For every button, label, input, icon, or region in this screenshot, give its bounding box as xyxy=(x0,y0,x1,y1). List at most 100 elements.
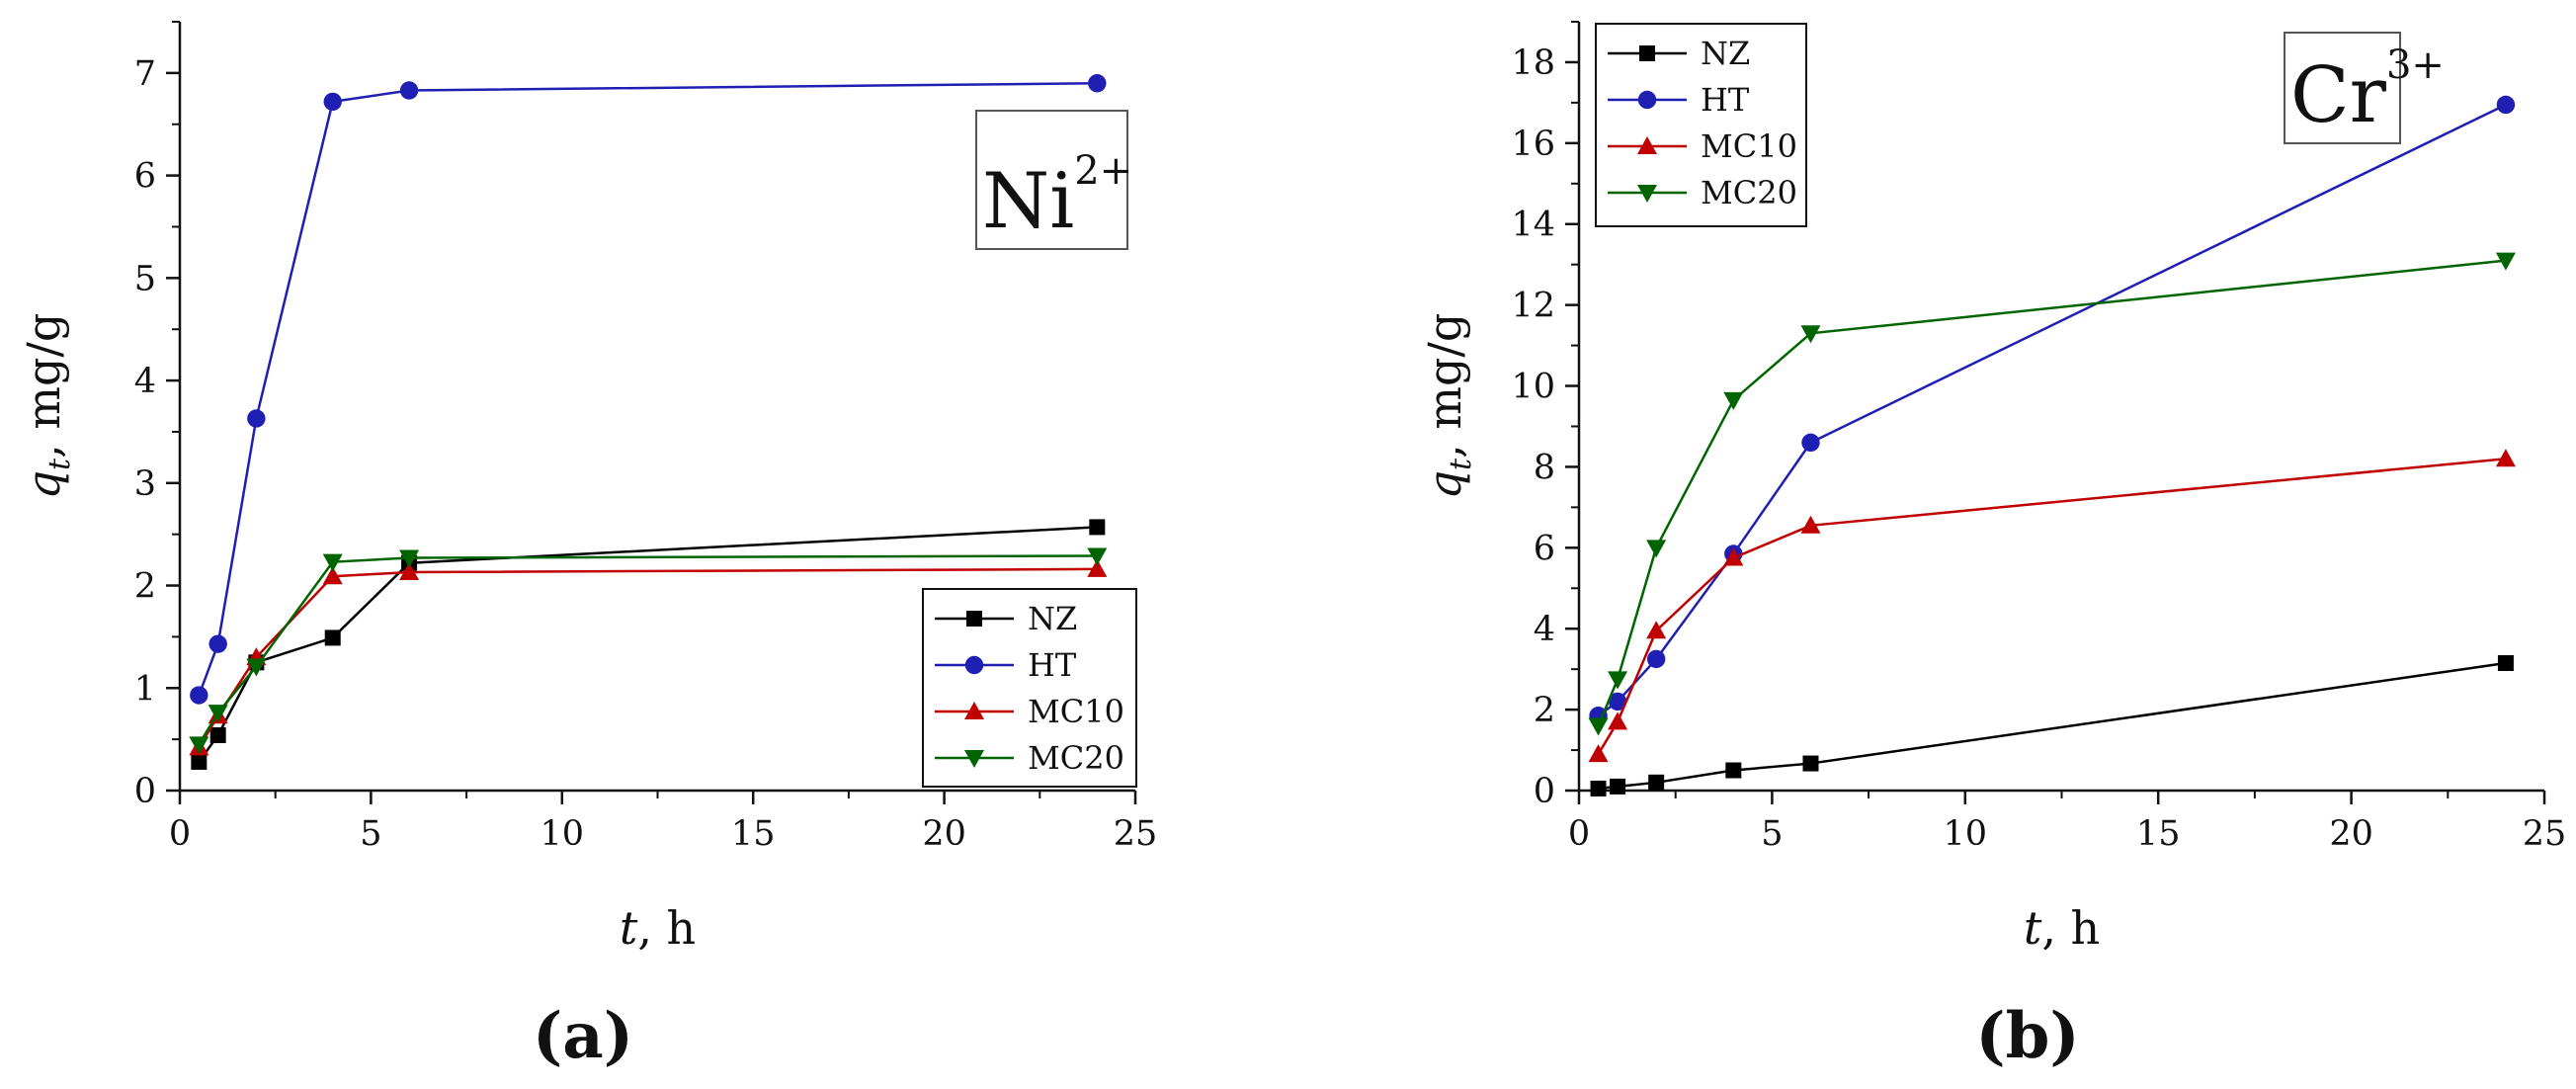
x-axis-variable: t xyxy=(2024,901,2042,955)
series-mc20-point xyxy=(246,658,267,677)
legend-label-ht: HT xyxy=(1028,646,1077,684)
x-tick-label: 0 xyxy=(1568,814,1590,854)
legend-marker-ht xyxy=(964,655,984,675)
series-mc10-point xyxy=(1608,712,1628,730)
series-ht-point xyxy=(323,92,342,112)
x-axis-title: t, h xyxy=(2024,901,2100,955)
legend-marker-mc10 xyxy=(964,702,984,719)
x-tick-label: 15 xyxy=(2136,814,2181,854)
legend-label-mc10: MC10 xyxy=(1701,127,1797,165)
y-axis-unit: , mg/g xyxy=(17,313,70,459)
y-tick-label: 10 xyxy=(1511,368,1555,407)
y-tick-label: 8 xyxy=(1534,448,1555,487)
panel-label-a: (a) xyxy=(533,999,633,1073)
y-tick-label: 6 xyxy=(134,157,156,197)
series-nz-point xyxy=(324,629,341,646)
series-mc20-point xyxy=(322,553,343,572)
series-nz-point xyxy=(1089,519,1106,536)
series-mc10-point xyxy=(1646,621,1667,639)
x-axis-title: t, h xyxy=(620,901,696,955)
legend-marker-mc20 xyxy=(1637,185,1657,203)
x-tick-label: 20 xyxy=(922,814,966,854)
y-tick-label: 6 xyxy=(1534,529,1555,568)
x-tick-label: 0 xyxy=(169,814,191,854)
legend-marker-ht xyxy=(1637,90,1657,110)
series-ht-line xyxy=(198,81,1098,696)
series-ht-point xyxy=(399,81,419,100)
chart-2: 0 5 10 15 20 25 0 2 4 6 8 10 12 14 16 18 Cr3+ NZ HT MC10 MC2… xyxy=(1418,21,2566,1073)
y-axis-variable: q xyxy=(17,470,70,499)
y-tick-label: 1 xyxy=(134,669,156,709)
y-tick-label: 0 xyxy=(134,772,156,811)
y-tick-label: 14 xyxy=(1511,206,1555,245)
series-mc20-point xyxy=(1087,547,1108,566)
series-nz-point xyxy=(1648,774,1665,791)
ion-symbol: Ni xyxy=(982,157,1074,246)
ion-label-box xyxy=(2284,32,2401,144)
series-ht-point xyxy=(1646,649,1666,669)
series-ht-point xyxy=(190,686,208,705)
series-nz-point xyxy=(2497,655,2514,672)
series-mc10-point xyxy=(1087,558,1108,577)
y-tick-label: 3 xyxy=(134,464,156,504)
series-mc20-point xyxy=(208,705,228,723)
y-tick-label: 4 xyxy=(134,362,156,401)
legend-marker-mc20 xyxy=(964,750,984,768)
y-axis-title: qt, mg/g xyxy=(1418,313,1478,500)
x-tick-label: 5 xyxy=(1761,814,1783,854)
series-ht xyxy=(190,74,1107,705)
series-mc20-point xyxy=(189,736,209,755)
series-mc20-point xyxy=(1646,540,1667,558)
ion-label: Ni2+ xyxy=(982,148,1132,246)
legend-label-mc20: MC20 xyxy=(1701,174,1797,211)
x-tick-label: 10 xyxy=(1944,814,1988,854)
x-tick-label: 20 xyxy=(2329,814,2373,854)
legend-marker-nz xyxy=(966,611,982,627)
x-tick-label: 15 xyxy=(731,814,776,854)
y-tick-label: 2 xyxy=(1534,691,1555,730)
x-axis-unit: , h xyxy=(637,901,696,955)
y-tick-label: 0 xyxy=(1534,772,1555,811)
x-axis-unit: , h xyxy=(2041,901,2100,955)
x-tick-label: 10 xyxy=(540,814,585,854)
series-mc20-point xyxy=(2495,252,2516,271)
series-ht-point xyxy=(1608,692,1627,712)
y-tick-label: 2 xyxy=(134,567,156,607)
series-nz-point xyxy=(1802,755,1819,772)
y-axis-unit: , mg/g xyxy=(1418,313,1471,459)
series-mc20-point xyxy=(1608,671,1628,690)
legend-box xyxy=(922,588,1137,788)
series-mc10-point xyxy=(399,562,420,581)
series-mc10-point xyxy=(322,566,343,585)
y-tick-label: 5 xyxy=(134,259,156,298)
series-mc10 xyxy=(1588,449,2516,763)
y-tick-label: 16 xyxy=(1511,125,1555,164)
panel-label-b: (b) xyxy=(1975,999,2079,1073)
series-mc10-point xyxy=(1800,515,1821,534)
series-mc20-point xyxy=(1723,391,1744,410)
y-tick-label: 7 xyxy=(134,54,156,94)
series-mc20 xyxy=(189,547,1108,755)
legend-label-mc20: MC20 xyxy=(1028,739,1124,777)
ion-charge: 3+ xyxy=(2386,42,2445,88)
series-mc20-line xyxy=(1597,259,2507,726)
y-axis-variable: q xyxy=(1418,470,1471,499)
series-mc20-point xyxy=(399,549,420,568)
y-axis-title: qt, mg/g xyxy=(17,313,77,500)
series-mc10-point xyxy=(1588,744,1609,763)
series-mc10-point xyxy=(2495,449,2516,467)
series-mc10-point xyxy=(1723,547,1744,566)
series-ht-point xyxy=(2496,95,2516,115)
legend-marker-mc10 xyxy=(1637,136,1657,154)
series-ht-point xyxy=(208,634,227,653)
legend-label-nz: NZ xyxy=(1028,600,1077,637)
y-axis-subscript: t xyxy=(1444,458,1478,470)
legend-marker-nz xyxy=(1639,45,1655,61)
series-ht-point xyxy=(247,409,266,428)
series-ht-point xyxy=(1088,74,1107,93)
ion-label-box xyxy=(975,110,1128,250)
series-mc20-point xyxy=(1800,325,1821,344)
series-mc10-line xyxy=(1597,457,2507,755)
x-tick-label: 25 xyxy=(1114,814,1158,854)
